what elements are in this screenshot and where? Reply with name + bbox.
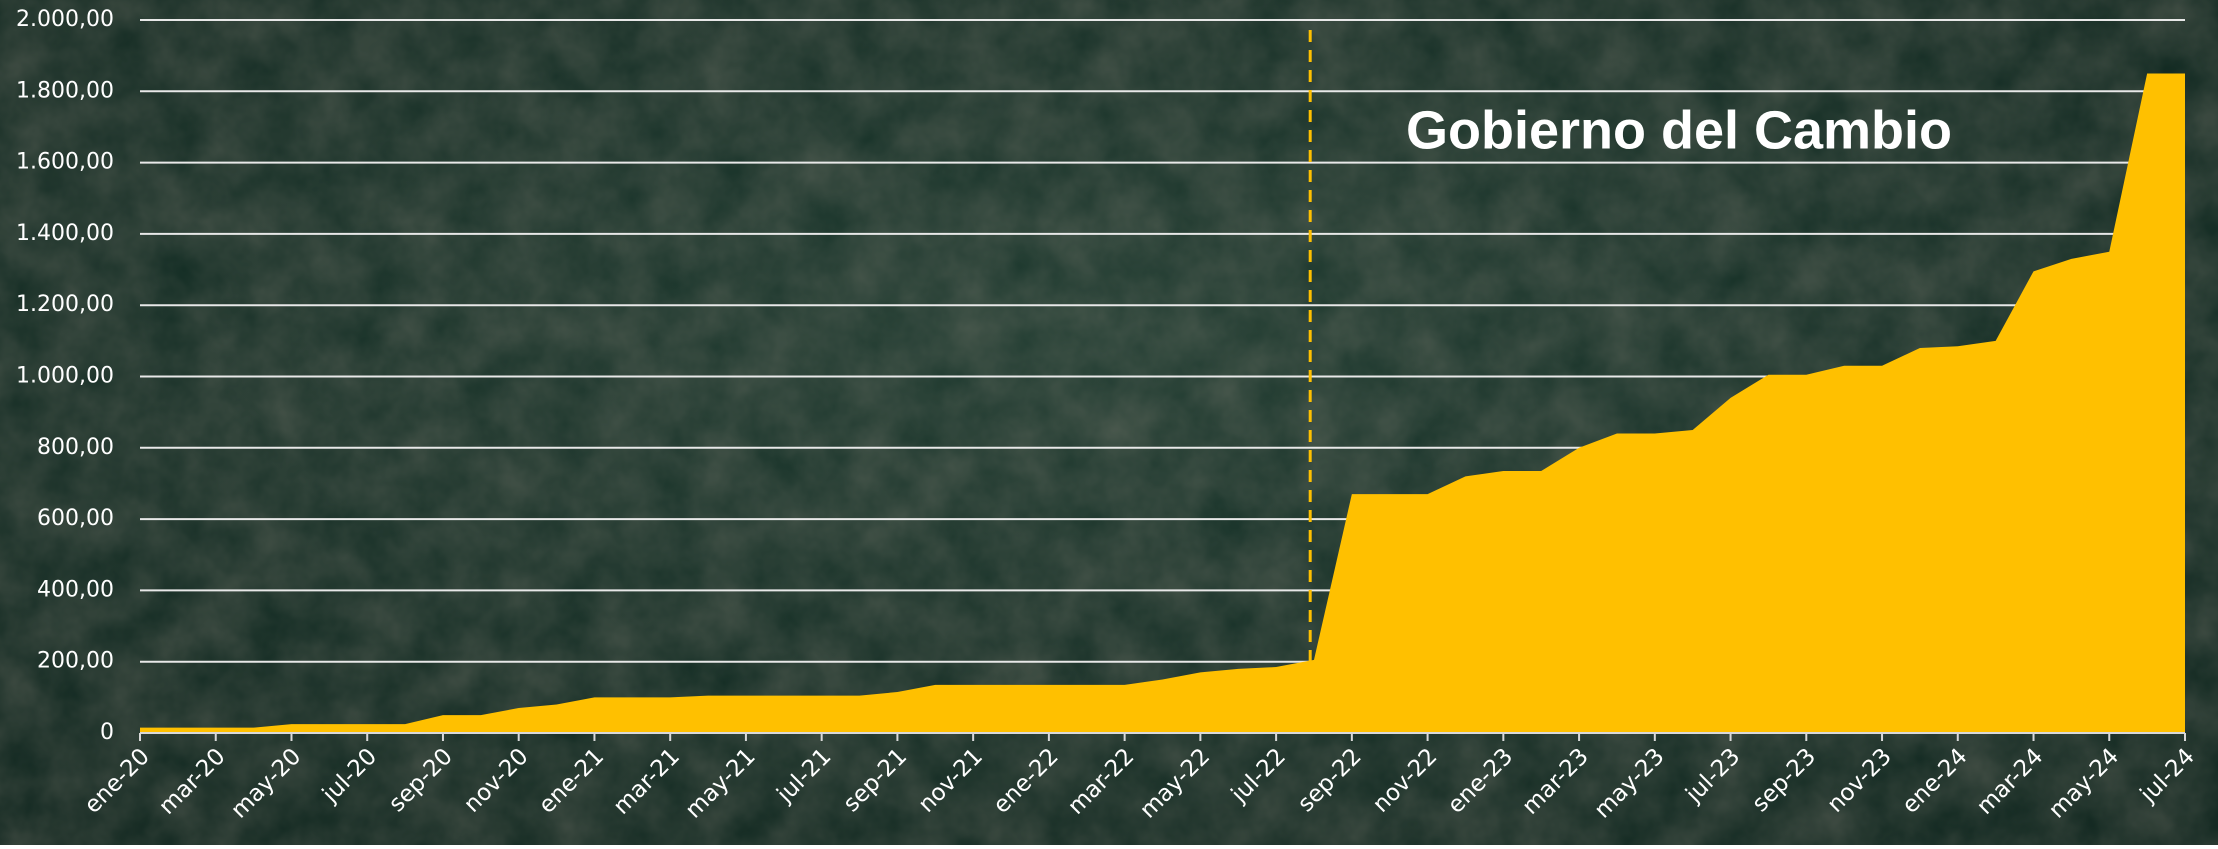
y-tick-label: 1.800,00 xyxy=(16,78,114,103)
y-tick-label: 800,00 xyxy=(37,435,114,460)
y-tick-label: 400,00 xyxy=(37,577,114,602)
y-tick-label: 600,00 xyxy=(37,506,114,531)
y-tick-label: 2.000,00 xyxy=(16,7,114,32)
y-tick-label: 1.400,00 xyxy=(16,221,114,246)
y-tick-label: 0 xyxy=(100,720,114,745)
chart: 0 200,00 400,00 600,00 800,00 1.000,00 1.200,0… xyxy=(0,0,2218,845)
y-tick-label: 1.600,00 xyxy=(16,150,114,175)
annotation: Gobierno del Cambio xyxy=(1406,100,1952,160)
y-tick-label: 1.000,00 xyxy=(16,364,114,389)
y-tick-label: 200,00 xyxy=(37,649,114,674)
y-tick-label: 1.200,00 xyxy=(16,292,114,317)
